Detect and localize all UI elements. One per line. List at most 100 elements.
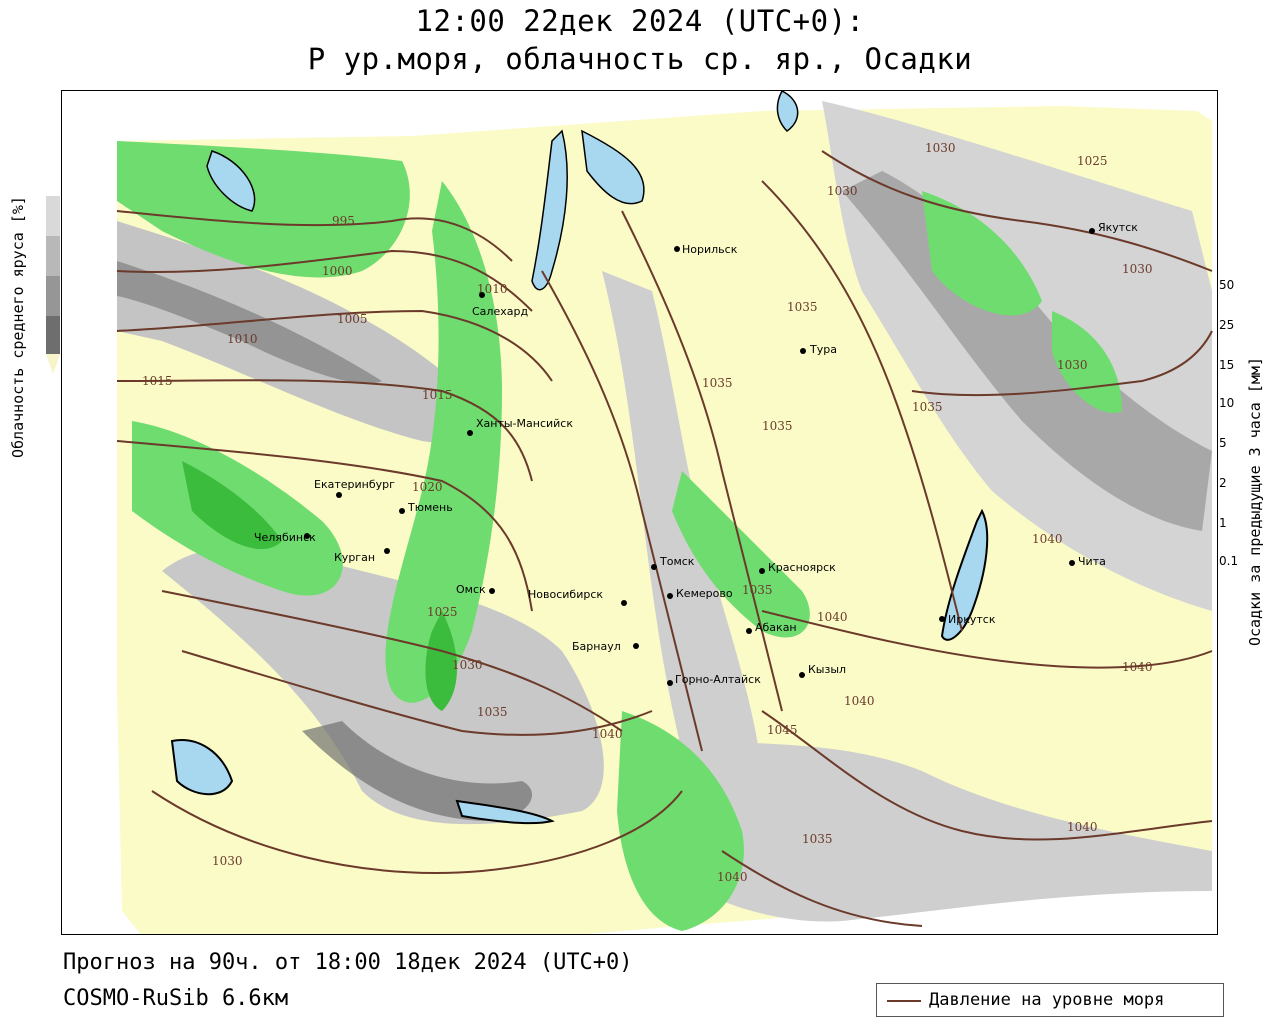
kara-sea xyxy=(581,129,645,205)
lake-north-east xyxy=(776,91,799,132)
isobars xyxy=(116,150,1213,927)
isobar-label: 1040 xyxy=(1032,532,1063,546)
cloud-band-southwest-dark xyxy=(302,721,532,821)
city-dot-abakan xyxy=(746,628,752,634)
city-dot-tyumen xyxy=(399,508,405,514)
city-dot-yekaterinburg xyxy=(336,492,342,498)
lake-balkhash xyxy=(455,799,555,825)
city-dot-kyzyl xyxy=(799,672,805,678)
isobar-label: 1040 xyxy=(1067,820,1098,834)
city-dot-omsk xyxy=(489,588,495,594)
cloud-scale-label: Облачность среднего яруса [%] xyxy=(9,196,27,458)
isobar-label: 1015 xyxy=(142,374,173,388)
precip-tick: 10 xyxy=(1219,396,1235,410)
city-label-krasnoyarsk: Красноярск xyxy=(768,561,836,574)
city-label-tura: Тура xyxy=(809,343,837,356)
precip-tick: 15 xyxy=(1219,358,1235,372)
isobar-label: 1030 xyxy=(452,658,483,672)
city-label-khanty-mansiysk: Ханты-Мансийск xyxy=(476,417,573,430)
forecast-info: Прогноз на 90ч. от 18:00 18дек 2024 (UTC… xyxy=(63,950,633,975)
weather-map: 995 1000 1005 1010 1010 1015 1015 1020 1… xyxy=(61,90,1218,935)
precip-tick: 5 xyxy=(1219,436,1227,450)
city-label-yekaterinburg: Екатеринбург xyxy=(314,478,395,491)
city-dot-irkutsk xyxy=(939,616,945,622)
isobar-legend: Давление на уровне моря xyxy=(876,983,1224,1017)
city-label-kemerovo: Кемерово xyxy=(676,587,733,600)
isobar-label: 1000 xyxy=(322,264,353,278)
cloud-band-northwest xyxy=(117,221,479,443)
precip-scale-label: Осадки за предыдущие 3 часа [мм] xyxy=(1246,357,1264,646)
isobar-label: 1015 xyxy=(422,388,453,402)
cloud-scale-band-90 xyxy=(46,196,60,236)
city-label-norilsk: Норильск xyxy=(682,243,738,256)
city-label-chelyabinsk: Челябинск xyxy=(254,531,316,544)
city-dot-kurgan xyxy=(384,548,390,554)
isobar-label: 1035 xyxy=(802,832,833,846)
isobar-label: 1040 xyxy=(817,610,848,624)
map-canvas: 995 1000 1005 1010 1010 1015 1015 1020 1… xyxy=(116,91,1213,934)
city-label-tyumen: Тюмень xyxy=(407,501,453,514)
city-dot-khanty-mansiysk xyxy=(467,430,473,436)
isobar-label: 1040 xyxy=(717,870,748,884)
isobar-label: 1030 xyxy=(1057,358,1088,372)
isobar-label: 1035 xyxy=(787,300,818,314)
precip-tick: 1 xyxy=(1219,516,1227,530)
city-dot-chita xyxy=(1069,560,1075,566)
isobar-label: 1025 xyxy=(1077,154,1108,168)
city-label-chita: Чита xyxy=(1078,555,1106,568)
isobar-label: 995 xyxy=(332,214,355,228)
isobar-label: 1035 xyxy=(702,376,733,390)
cloud-scale-cap-top xyxy=(46,176,60,196)
city-dot-chelyabinsk xyxy=(304,533,310,539)
model-info: COSMO-RuSib 6.6км xyxy=(63,986,289,1011)
cities: Салехард Норильск Тура Якутск Ханты-Манс… xyxy=(254,221,1138,686)
isobar-label: 1040 xyxy=(592,727,623,741)
city-dot-novosibirsk xyxy=(621,600,627,606)
precip-tick: 25 xyxy=(1219,318,1235,332)
aral-sea xyxy=(170,739,234,796)
city-label-tomsk: Томск xyxy=(659,555,695,568)
city-dot-yakutsk xyxy=(1089,228,1095,234)
isobar-label: 1010 xyxy=(227,332,258,346)
isobar-label: 1035 xyxy=(762,419,793,433)
precip-area-west-core xyxy=(182,461,282,550)
isobar-legend-label: Давление на уровне моря xyxy=(929,990,1165,1010)
cloud-scale-cap-bottom xyxy=(46,354,60,374)
isobar-label: 1035 xyxy=(742,583,773,597)
precip-area-krasnoyarsk xyxy=(672,471,810,638)
isobar-label: 1030 xyxy=(925,141,956,155)
isobar-label: 1035 xyxy=(912,400,943,414)
precip-tick: 2 xyxy=(1219,476,1227,490)
city-label-irkutsk: Иркутск xyxy=(948,613,996,626)
isobar-legend-line xyxy=(887,1000,921,1002)
precip-area-ob xyxy=(385,181,502,703)
precip-area-altai xyxy=(617,711,744,931)
city-dot-kemerovo xyxy=(667,593,673,599)
city-label-kurgan: Курган xyxy=(334,551,375,564)
precip-tick: 50 xyxy=(1219,278,1235,292)
city-dot-barnaul xyxy=(633,643,639,649)
lake-baikal xyxy=(940,508,989,641)
gulf-ob xyxy=(531,129,568,291)
cloud-scale-band-30 xyxy=(46,316,60,354)
cloud-scale-band-70 xyxy=(46,236,60,276)
city-dot-tomsk xyxy=(651,564,657,570)
cloud-band-south xyxy=(622,731,1212,922)
white-sea xyxy=(206,150,256,212)
city-dot-norilsk xyxy=(674,246,680,252)
city-dot-salekhard xyxy=(479,292,485,298)
isobar-label: 1020 xyxy=(412,480,443,494)
isobar-label: 1025 xyxy=(427,605,458,619)
map-title: 12:00 22дек 2024 (UTC+0): xyxy=(415,4,865,38)
isobar-label: 1040 xyxy=(844,694,875,708)
precip-tick: 0.1 xyxy=(1219,554,1239,568)
cloud-scale-band-50 xyxy=(46,276,60,316)
map-subtitle: P ур.моря, облачность ср. яр., Осадки xyxy=(307,42,973,76)
cloud-band-southwest xyxy=(162,547,604,825)
precip-area-ob-core xyxy=(425,611,457,711)
city-label-omsk: Омск xyxy=(456,583,486,596)
cloud-band-northwest-dark xyxy=(117,261,382,384)
precip-area-north xyxy=(117,141,410,278)
isobar-label: 1045 xyxy=(767,723,798,737)
isobar-label: 1010 xyxy=(477,282,508,296)
